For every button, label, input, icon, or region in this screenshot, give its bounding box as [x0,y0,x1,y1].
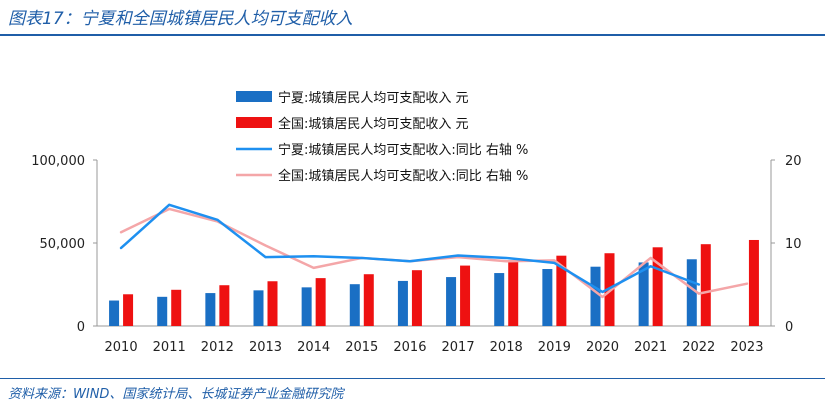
bar [446,277,457,326]
x-axis-tick-label: 2015 [345,340,378,355]
x-axis-tick-label: 2018 [490,340,523,355]
right-axis-tick-label: 10 [785,237,802,252]
bar [123,294,134,326]
legend-item: 宁夏:城镇居民人均可支配收入 元 [236,90,469,106]
source-note: 资料来源：WIND、国家统计局、长城证券产业金融研究院 [8,387,344,402]
bar [267,281,278,326]
legend-swatch-bar [236,117,272,128]
left-axis-tick-label: 0 [77,320,85,335]
bar-group-1 [109,259,697,326]
x-axis-tick-label: 2017 [442,340,475,355]
line-series [119,203,749,299]
bar [171,289,182,326]
left-axis-tick-label: 50,000 [40,237,86,252]
bar [349,284,360,326]
right-axis-tick-label: 20 [785,154,802,169]
bar [508,260,519,326]
bar [253,290,264,326]
bar [638,262,649,326]
legend-label: 全国:城镇居民人均可支配收入 元 [278,116,469,132]
title-divider [0,34,825,36]
x-axis-tick-label: 2020 [586,340,619,355]
bar [686,259,697,326]
bar [556,255,567,326]
bar [652,247,663,326]
left-axis-tick-label: 100,000 [31,154,85,169]
bar [157,296,168,326]
x-axis-tick-label: 2021 [634,340,667,355]
x-axis-tick-label: 2022 [682,340,715,355]
legend-label: 宁夏:城镇居民人均可支配收入 元 [278,90,469,106]
bar [460,265,471,326]
bar [301,287,312,326]
legend-label: 全国:城镇居民人均可支配收入:同比 右轴 % [278,168,528,184]
chart-title: 图表17：宁夏和全国城镇居民人均可支配收入 [8,9,353,29]
legend-swatch-bar [236,91,272,102]
x-axis-tick-label: 2012 [201,340,234,355]
x-axis-tick-label: 2013 [249,340,282,355]
legend-item: 全国:城镇居民人均可支配收入 元 [236,116,469,132]
chart-canvas: 宁夏:城镇居民人均可支配收入 元全国:城镇居民人均可支配收入 元宁夏:城镇居民人… [31,90,801,355]
x-axis-tick-label: 2019 [538,340,571,355]
bar [219,285,230,326]
bar [363,274,374,326]
series-line [119,203,701,294]
x-axis-tick-label: 2016 [393,340,426,355]
bar [700,244,711,326]
bar [315,278,326,326]
x-axis-tick-label: 2011 [153,340,186,355]
legend: 宁夏:城镇居民人均可支配收入 元全国:城镇居民人均可支配收入 元宁夏:城镇居民人… [236,90,528,184]
legend-label: 宁夏:城镇居民人均可支配收入:同比 右轴 % [278,142,528,158]
bar [411,270,422,326]
axes: 0 50,000 100,000 0 10 20 2010 2011 2012 2013 2014 2… [31,154,801,355]
legend-item: 宁夏:城镇居民人均可支配收入:同比 右轴 % [236,142,528,158]
bar [542,269,553,326]
bar [494,273,505,326]
bar [590,266,601,326]
bar [748,239,759,326]
bar [109,300,120,326]
x-axis-tick-label: 2023 [730,340,763,355]
bar [205,293,216,326]
bar-series [109,239,759,326]
x-axis-tick-label: 2014 [297,340,330,355]
bar-group-2 [123,239,759,326]
source-divider [0,378,825,379]
x-axis-tick-label: 2010 [105,340,138,355]
legend-item: 全国:城镇居民人均可支配收入:同比 右轴 % [236,168,528,184]
right-axis-tick-label: 0 [785,320,793,335]
bar [397,280,408,326]
